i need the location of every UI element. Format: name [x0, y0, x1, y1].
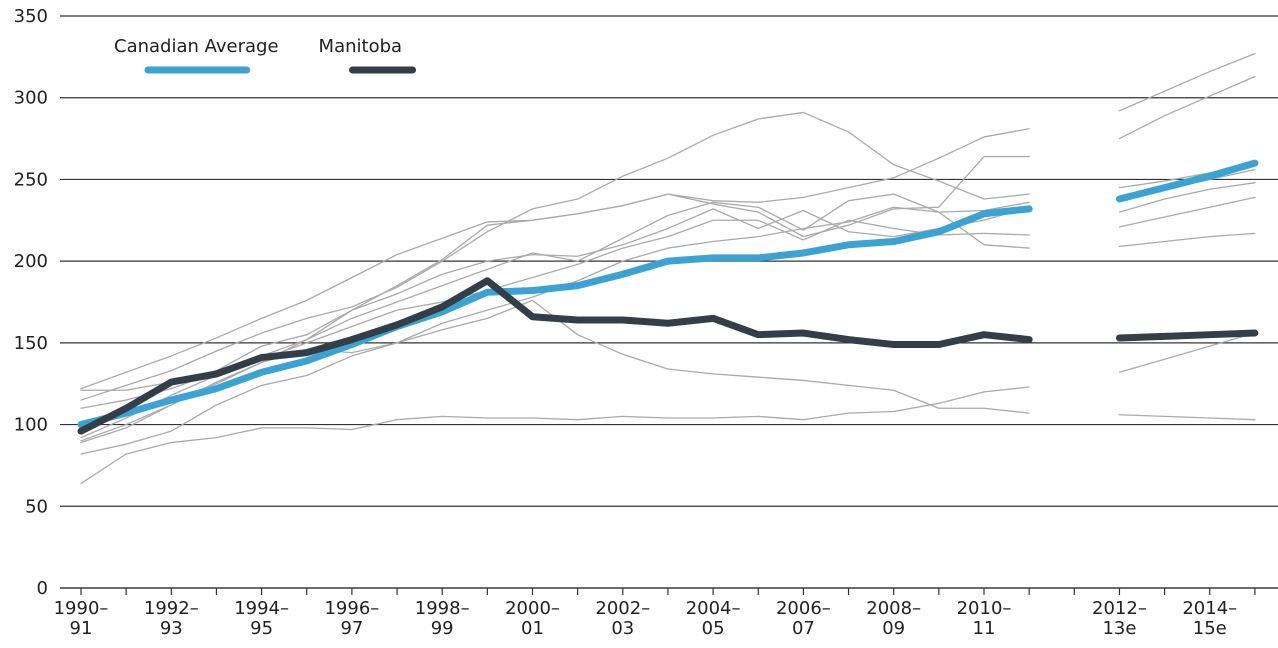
legend-label: Canadian Average — [114, 36, 279, 57]
series-line — [1118, 196, 1256, 228]
series-line — [1118, 414, 1256, 421]
x-tick-label: 2000– 01 — [505, 598, 560, 639]
series-line — [1118, 332, 1256, 373]
series-line — [80, 219, 1030, 439]
x-tick-label: 2002– 03 — [595, 598, 650, 639]
legend-label: Manitoba — [319, 36, 403, 57]
y-tick-label: 250 — [14, 169, 48, 190]
series-line — [1118, 52, 1256, 112]
x-tick-label: 2010– 11 — [957, 598, 1012, 639]
series-line — [80, 128, 1030, 390]
x-tick-label: 2012– 13e — [1092, 598, 1147, 639]
x-tick-label: 2014– 15e — [1182, 598, 1237, 639]
x-tick-label: 1994– 95 — [234, 598, 289, 639]
x-tick-label: 2004– 05 — [686, 598, 741, 639]
y-tick-label: 150 — [14, 333, 48, 354]
x-tick-label: 1992– 93 — [144, 598, 199, 639]
x-tick-label: 2006– 07 — [776, 598, 831, 639]
series-line — [80, 206, 1030, 442]
series-line — [1115, 329, 1259, 342]
y-tick-label: 200 — [14, 251, 48, 272]
series-line — [80, 155, 1030, 391]
x-tick-label: 1990– 91 — [54, 598, 109, 639]
series-line — [80, 193, 1030, 409]
y-tick-label: 350 — [14, 6, 48, 27]
series-line — [77, 277, 1033, 435]
x-tick-label: 1996– 97 — [324, 598, 379, 639]
y-tick-label: 50 — [25, 496, 48, 517]
y-tick-label: 300 — [14, 88, 48, 109]
series-line — [80, 386, 1030, 485]
series-line — [1115, 159, 1259, 203]
series-line — [1118, 182, 1256, 213]
x-tick-label: 2008– 09 — [866, 598, 921, 639]
series-line — [77, 205, 1033, 429]
x-tick-label: 1998– 99 — [415, 598, 470, 639]
series-line — [80, 111, 1030, 401]
y-tick-label: 100 — [14, 415, 48, 436]
y-tick-label: 0 — [37, 578, 48, 599]
series-line — [1118, 232, 1256, 248]
series-line — [1118, 75, 1256, 140]
